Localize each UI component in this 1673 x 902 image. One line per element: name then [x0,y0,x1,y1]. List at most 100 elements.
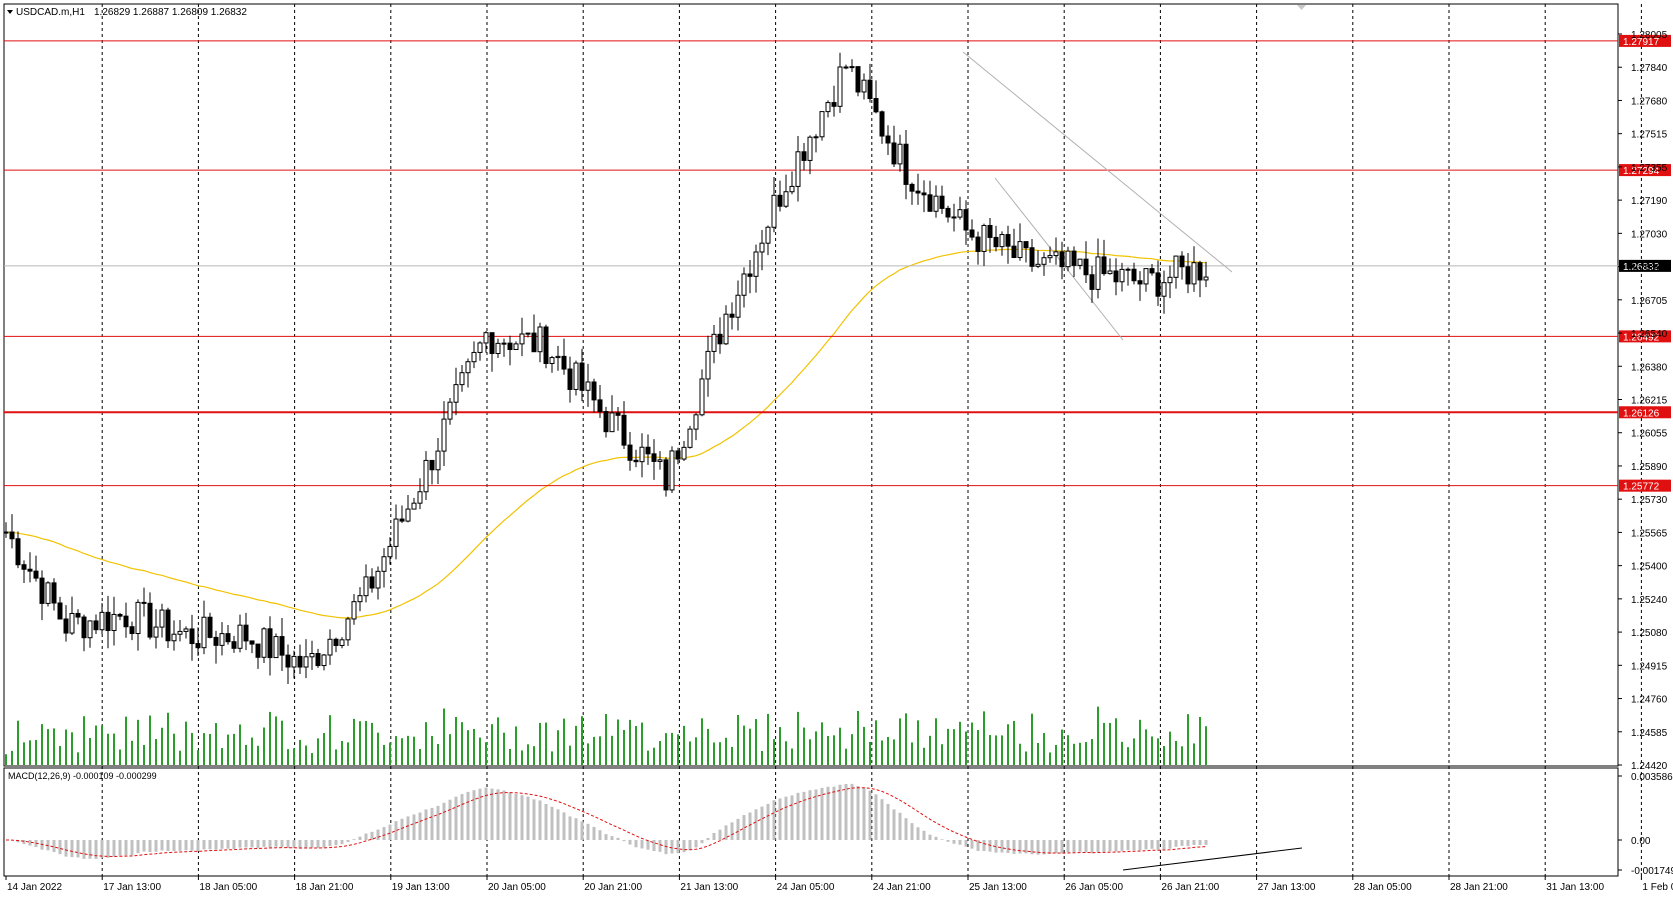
time-label: 26 Jan 21:00 [1161,882,1219,893]
time-label: 28 Jan 05:00 [1354,882,1412,893]
candle-body [1029,247,1035,267]
price-label: 1.26865 [1631,263,1668,274]
ma-line [5,248,1207,619]
candle-body [15,538,21,566]
candle-body [753,251,759,277]
price-label: 1.24760 [1631,695,1668,706]
candle-body [417,491,423,504]
macd-histogram [10,783,1208,859]
candle-body [453,384,459,403]
candle-body [759,242,765,253]
price-axis[interactable]: 1.28005 1.27840 1.27680 1.27515 1.27355 1.271… [1618,30,1673,877]
candle-body [963,209,969,231]
candle-body [423,459,429,493]
candle-body [459,372,465,386]
candle-body [1059,251,1065,268]
candle-body [135,601,141,635]
candle-body [177,630,183,635]
candle-body [159,609,165,628]
candle-body [741,273,747,296]
candle-body [429,459,435,471]
trendline-lower[interactable] [994,177,1124,341]
candle-body [411,502,417,510]
candle-body [261,628,267,658]
candle-body [333,638,339,646]
candle-body [645,446,651,455]
candle-body [657,459,663,462]
candle-body [765,226,771,244]
level-tag-label: 1.27917 [1623,37,1660,48]
macd-label: MACD(12,26,9) -0.000109 -0.000299 [8,771,157,781]
candle-body [471,351,477,363]
level-tag-label: 1.27294 [1623,166,1660,177]
candle-body [345,618,351,641]
candle-body [555,355,561,359]
candle-body [801,151,807,161]
candle-body [99,611,105,631]
candle-body [993,236,999,248]
candle-body [933,195,939,212]
candle-body [1143,268,1149,285]
candle-body [387,545,393,558]
candle-body [1197,262,1203,281]
macd-tick-label: 0.003586 [1631,772,1673,783]
price-label: 1.27030 [1631,229,1668,240]
time-label: 17 Jan 13:00 [103,882,161,893]
macd-trendline[interactable] [1122,847,1303,871]
candle-body [291,655,297,668]
time-label: 31 Jan 13:00 [1546,882,1604,893]
ohlc-label: 1.26829 1.26887 1.26809 1.26832 [94,7,247,18]
candle-body [1173,255,1179,278]
candle-body [171,633,177,642]
candle-body [525,332,531,335]
candle-body [465,361,471,374]
candle-body [165,609,171,642]
candle-body [33,570,39,579]
candle-body [105,611,111,632]
macd-signal-line [5,787,1207,858]
dropdown-arrow-icon[interactable] [7,10,13,14]
symbol-label: USDCAD.m,H1 [16,7,85,18]
candle-body [633,459,639,463]
price-label: 1.26540 [1631,329,1668,340]
trendline-upper[interactable] [962,51,1233,273]
price-label: 1.25080 [1631,628,1668,639]
candle-body [123,615,129,628]
candle-body [63,618,69,634]
candle-body [915,190,921,194]
candle-body [1005,234,1011,247]
candle-body [45,582,51,604]
candle-body [747,273,753,277]
candle-body [825,102,831,113]
candle-body [681,446,687,460]
candle-body [1107,270,1113,275]
time-label: 20 Jan 05:00 [488,882,546,893]
candle-body [369,576,375,589]
level-tag [1619,164,1671,177]
candle-body [357,595,363,603]
price-label: 1.27840 [1631,63,1668,74]
candle-body [543,326,549,364]
candle-body [297,655,303,668]
candle-body [573,362,579,390]
candle-body [231,641,237,649]
candle-body [489,332,495,355]
time-label: 25 Jan 13:00 [969,882,1027,893]
candle-body [351,601,357,620]
candle-body [669,450,675,491]
time-label: 28 Jan 21:00 [1450,882,1508,893]
time-label: 21 Jan 13:00 [680,882,738,893]
candle-body [1167,276,1173,284]
candle-body [1089,274,1095,290]
candle-body [93,620,99,631]
candle-body [273,636,279,659]
candle-body [1113,270,1119,283]
time-axis[interactable]: 14 Jan 2022 17 Jan 13:00 18 Jan 05:00 18 Ja… [5,876,1673,893]
candle-body [327,638,333,656]
candle-body [771,194,777,228]
candle-body [819,111,825,138]
candle-body [639,446,645,463]
candle-body [255,643,261,658]
